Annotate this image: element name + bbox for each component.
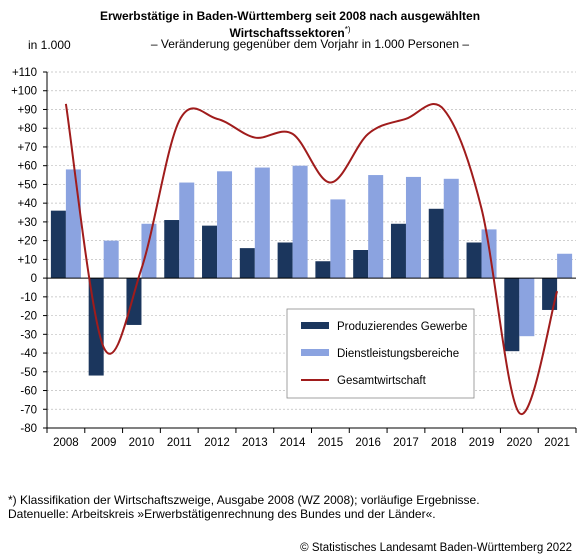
y-tick-label: 0 [31, 273, 37, 285]
y-tick-label: -80 [20, 423, 37, 435]
y-tick-label: +10 [17, 254, 37, 266]
line-gesamtwirtschaft [64, 103, 559, 415]
bar-produzierendes-gewerbe [164, 220, 180, 279]
bar-produzierendes-gewerbe [126, 278, 142, 325]
footnote-source: Datenuelle: Arbeitskreis »Erwerbstätigen… [8, 507, 436, 521]
bar-dienstleistungsbereiche [292, 165, 308, 279]
line-group [64, 103, 559, 415]
x-tick-label: 2018 [431, 437, 457, 449]
y-axis-unit-label: in 1.000 [28, 38, 71, 52]
x-tick-label: 2020 [507, 437, 533, 449]
bar-produzierendes-gewerbe [504, 278, 520, 352]
bar-produzierendes-gewerbe [277, 242, 293, 279]
legend-label: Produzierendes Gewerbe [337, 321, 467, 333]
y-tick-label: +60 [17, 161, 37, 173]
bar-produzierendes-gewerbe [315, 261, 331, 279]
bar-dienstleistungsbereiche [330, 199, 346, 279]
y-tick-label: -50 [20, 367, 37, 379]
x-tick-label: 2010 [129, 437, 155, 449]
y-tick-label: +80 [17, 123, 37, 135]
y-tick-label: -10 [20, 292, 37, 304]
bar-dienstleistungsbereiche [103, 240, 119, 279]
bar-dienstleistungsbereiche [368, 175, 384, 279]
chart-subtitle: – Veränderung gegenüber dem Vorjahr in 1… [150, 37, 470, 51]
y-tick-label: +100 [11, 86, 37, 98]
y-tick-label: +70 [17, 142, 37, 154]
bar-produzierendes-gewerbe [50, 210, 66, 279]
y-tick-label: -60 [20, 386, 37, 398]
x-tick-label: 2013 [242, 437, 268, 449]
y-tick-label: +40 [17, 198, 37, 210]
y-tick-label: +90 [17, 104, 37, 116]
legend-label: Dienstleistungsbereiche [337, 348, 459, 360]
bars-group [50, 165, 573, 376]
bar-produzierendes-gewerbe [428, 208, 444, 279]
legend-label: Gesamtwirtschaft [337, 375, 427, 387]
x-tick-label: 2012 [204, 437, 230, 449]
legend-swatch [301, 322, 329, 329]
bar-dienstleistungsbereiche [179, 182, 195, 279]
y-tick-label: +20 [17, 236, 37, 248]
y-tick-label: +50 [17, 179, 37, 191]
title-line-1: Erwerbstätige in Baden-Württemberg seit … [99, 9, 481, 23]
legend-swatch [301, 349, 329, 356]
x-tick-label: 2011 [167, 437, 192, 449]
bar-dienstleistungsbereiche [254, 167, 270, 279]
axes-group: +110+100+90+80+70+60+50+40+30+20+100-10-… [11, 67, 577, 449]
y-tick-label: -40 [20, 348, 37, 360]
x-tick-label: 2019 [469, 437, 495, 449]
bar-dienstleistungsbereiche [519, 278, 535, 337]
copyright: © Statistisches Landesamt Baden-Württemb… [300, 542, 572, 554]
y-tick-label: -20 [20, 311, 37, 323]
gridlines [47, 71, 576, 429]
y-tick-label: -30 [20, 329, 37, 341]
x-tick-label: 2015 [318, 437, 344, 449]
legend: Produzierendes Gewerbe Dienstleistungsber… [286, 308, 475, 399]
bar-produzierendes-gewerbe [390, 223, 406, 279]
bar-produzierendes-gewerbe [466, 242, 482, 279]
x-tick-label: 2008 [53, 437, 79, 449]
bar-dienstleistungsbereiche [141, 223, 157, 279]
bar-dienstleistungsbereiche [405, 176, 421, 279]
x-tick-label: 2014 [280, 437, 306, 449]
bar-dienstleistungsbereiche [65, 169, 81, 279]
bar-dienstleistungsbereiche [217, 171, 233, 279]
y-tick-label: -70 [20, 404, 37, 416]
x-tick-label: 2016 [355, 437, 381, 449]
bar-dienstleistungsbereiche [443, 178, 459, 279]
bar-produzierendes-gewerbe [202, 225, 218, 279]
x-tick-label: 2021 [544, 437, 570, 449]
bar-dienstleistungsbereiche [557, 253, 573, 279]
bar-produzierendes-gewerbe [353, 250, 369, 279]
title-line-2-text: Wirtschaftssektoren [229, 26, 345, 40]
x-tick-label: 2009 [91, 437, 117, 449]
bar-produzierendes-gewerbe [542, 278, 558, 310]
footnote-classification: *) Klassifikation der Wirtschaftszweige,… [8, 493, 480, 507]
y-tick-label: +110 [12, 67, 37, 79]
x-tick-label: 2017 [393, 437, 419, 449]
title-line-2: Wirtschaftssektoren*) [0, 23, 580, 40]
y-tick-label: +30 [17, 217, 37, 229]
bar-produzierendes-gewerbe [239, 248, 255, 279]
chart-title: Erwerbstätige in Baden-Württemberg seit … [0, 10, 580, 40]
title-footnote-mark: *) [344, 25, 351, 34]
